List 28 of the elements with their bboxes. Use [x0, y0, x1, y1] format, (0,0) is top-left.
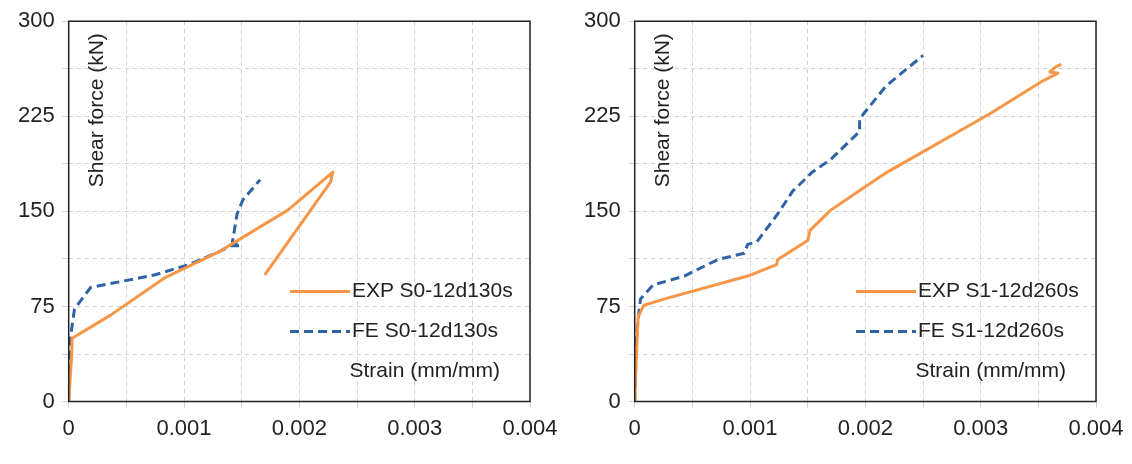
x-tick-label: 0.001 [722, 414, 778, 440]
legend-label: FE S0-12d130s [352, 318, 498, 342]
y-tick-label: 225 [583, 102, 621, 128]
legend-label: EXP S0-12d130s [352, 278, 513, 302]
x-tick-label: 0.003 [387, 414, 443, 440]
legend-label: EXP S1-12d260s [918, 278, 1079, 302]
x-tick-label: 0 [62, 414, 75, 440]
x-axis-title: Strain (mm/mm) [915, 358, 1066, 382]
x-tick-label: 0.002 [271, 414, 327, 440]
y-axis-title: Shear force (kN) [83, 33, 107, 188]
x-tick-label: 0.004 [1068, 414, 1124, 440]
x-tick-label: 0.003 [953, 414, 1009, 440]
y-tick-label: 300 [583, 7, 621, 33]
x-tick-label: 0.001 [156, 414, 212, 440]
y-tick-label: 150 [583, 197, 621, 223]
y-tick-label: 75 [30, 292, 55, 318]
y-tick-label: 150 [17, 197, 55, 223]
x-tick-label: 0 [628, 414, 641, 440]
x-tick-label: 0.004 [502, 414, 558, 440]
y-tick-label: 300 [17, 7, 55, 33]
y-tick-label: 75 [596, 292, 621, 318]
x-tick-label: 0.002 [837, 414, 893, 440]
x-axis-title: Strain (mm/mm) [349, 358, 500, 382]
y-tick-label: 225 [17, 102, 55, 128]
y-tick-label: 0 [42, 387, 55, 413]
legend-label: FE S1-12d260s [918, 318, 1064, 342]
y-axis-title: Shear force (kN) [649, 33, 673, 188]
y-tick-label: 0 [608, 387, 621, 413]
